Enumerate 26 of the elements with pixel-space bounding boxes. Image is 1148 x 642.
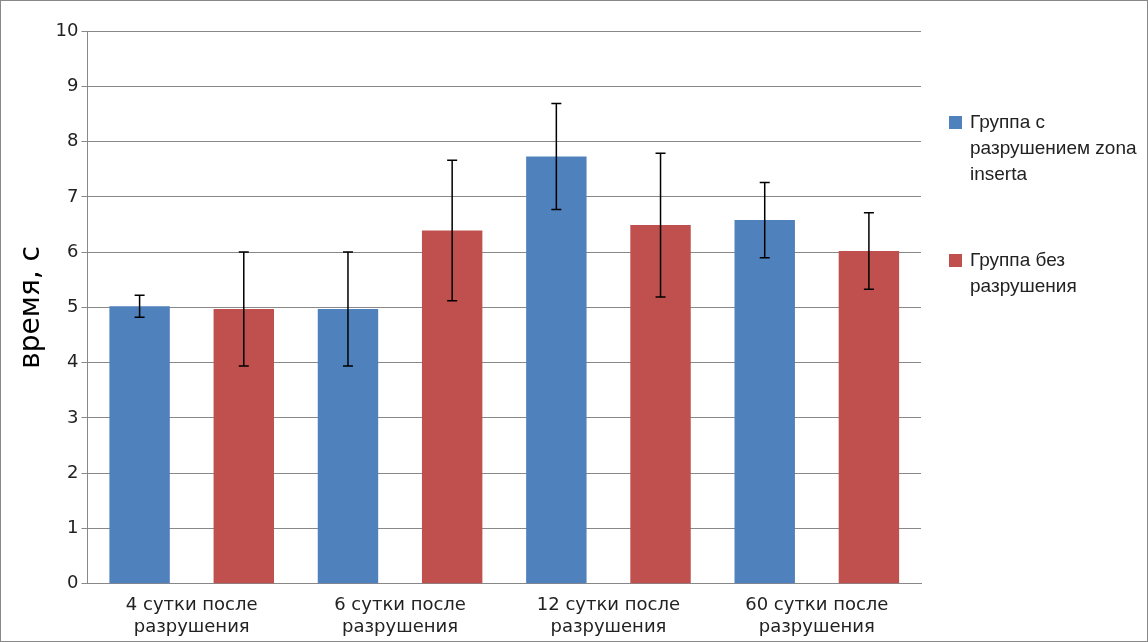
y-tick-label: 2 (67, 460, 79, 482)
y-tick-label: 8 (67, 129, 79, 151)
bar (213, 309, 274, 584)
x-tick-label: 4 сутки после разрушения (125, 593, 258, 636)
y-tick-label: 9 (67, 73, 79, 95)
bar (630, 225, 691, 584)
y-tick-label: 10 (55, 18, 79, 40)
x-tick-label: 6 сутки после разрушения (334, 593, 466, 636)
x-tick-label: 60 сутки после разрушения (745, 593, 889, 636)
y-tick-label: 6 (67, 239, 79, 261)
y-tick-label: 7 (67, 184, 79, 206)
y-tick-label: 1 (67, 516, 79, 538)
y-tick-label: 0 (67, 571, 79, 593)
bar (317, 309, 379, 584)
y-axis-title: время, с (13, 246, 47, 369)
bar (734, 220, 795, 584)
legend-label: Группа с разрушением zona inserta (970, 110, 1138, 186)
bar (109, 306, 170, 584)
bar (421, 230, 483, 584)
y-tick-label: 5 (67, 295, 79, 317)
y-tick-label: 3 (67, 405, 79, 427)
bar (526, 156, 587, 584)
bar (838, 251, 900, 584)
y-tick-label: 4 (67, 350, 79, 372)
legend-label: Группа без разрушения (970, 248, 1078, 298)
x-tick-label: 12 сутки после разрушения (536, 593, 681, 636)
